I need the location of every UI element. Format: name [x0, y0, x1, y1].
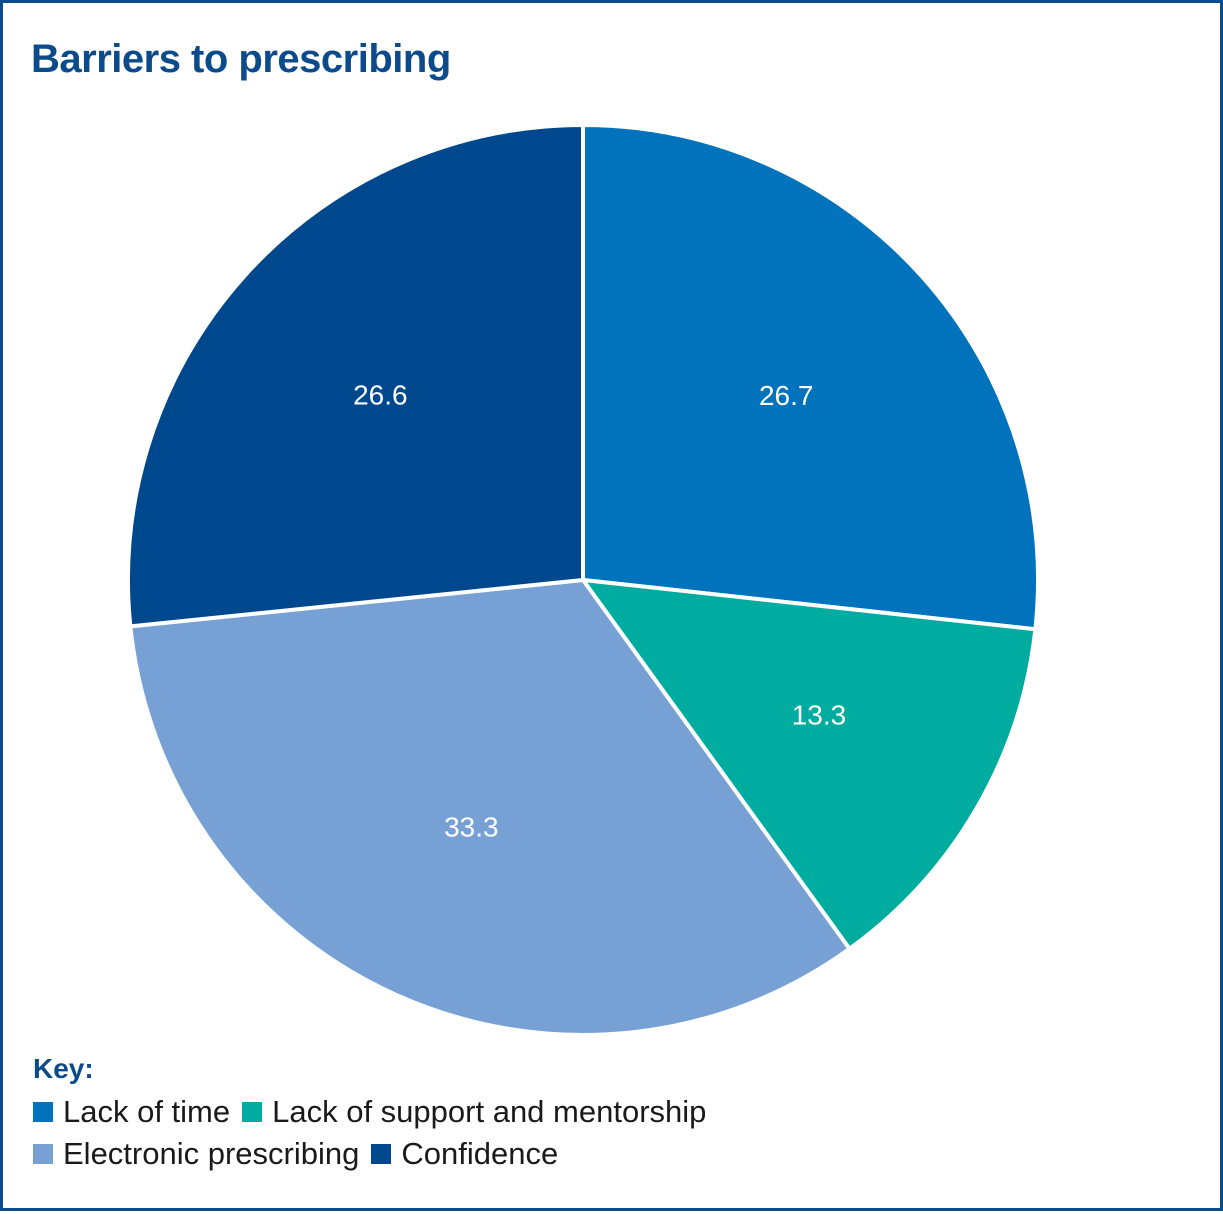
legend-swatch-lack-of-time [33, 1102, 53, 1122]
legend-swatch-confidence [371, 1144, 392, 1164]
legend-item-confidence: Confidence [371, 1136, 558, 1172]
slice-value-label-lack-of-support-and-mentorship: 13.3 [792, 700, 847, 731]
legend: Key: Lack of time Lack of support and me… [33, 1053, 718, 1175]
legend-item-electronic-prescribing: Electronic prescribing [33, 1136, 359, 1172]
legend-item-lack-of-support: Lack of support and mentorship [242, 1094, 706, 1130]
legend-row: Lack of time Lack of support and mentors… [33, 1091, 718, 1133]
pie-chart: 26.7 13.3 33.3 26.6 [126, 123, 1040, 1037]
legend-label-lack-of-time: Lack of time [63, 1094, 231, 1129]
pie-slice-confidence [126, 123, 585, 629]
slice-value-label-lack-of-time: 26.7 [759, 380, 814, 411]
pie-slice-labels: 26.7 13.3 33.3 26.6 [353, 379, 846, 842]
pie-slice-electronic-prescribing [128, 578, 852, 1037]
legend-label-electronic-prescribing: Electronic prescribing [63, 1136, 360, 1171]
pie-slice-lack-of-support-and-mentorship [581, 578, 1038, 951]
legend-swatch-electronic-prescribing [33, 1144, 53, 1164]
legend-title: Key: [33, 1053, 94, 1084]
legend-label-lack-of-support: Lack of support and mentorship [272, 1094, 707, 1129]
pie-slice-lack-of-time [581, 123, 1040, 632]
legend-label-confidence: Confidence [401, 1136, 559, 1171]
slice-value-label-electronic-prescribing: 33.3 [444, 812, 499, 843]
legend-row: Electronic prescribing Confidence [33, 1133, 718, 1175]
slice-value-label-confidence: 26.6 [353, 379, 408, 410]
chart-title: Barriers to prescribing [31, 37, 451, 81]
legend-swatch-lack-of-support [242, 1102, 263, 1122]
legend-item-lack-of-time: Lack of time [33, 1094, 230, 1130]
pie-slices [126, 123, 1040, 1037]
